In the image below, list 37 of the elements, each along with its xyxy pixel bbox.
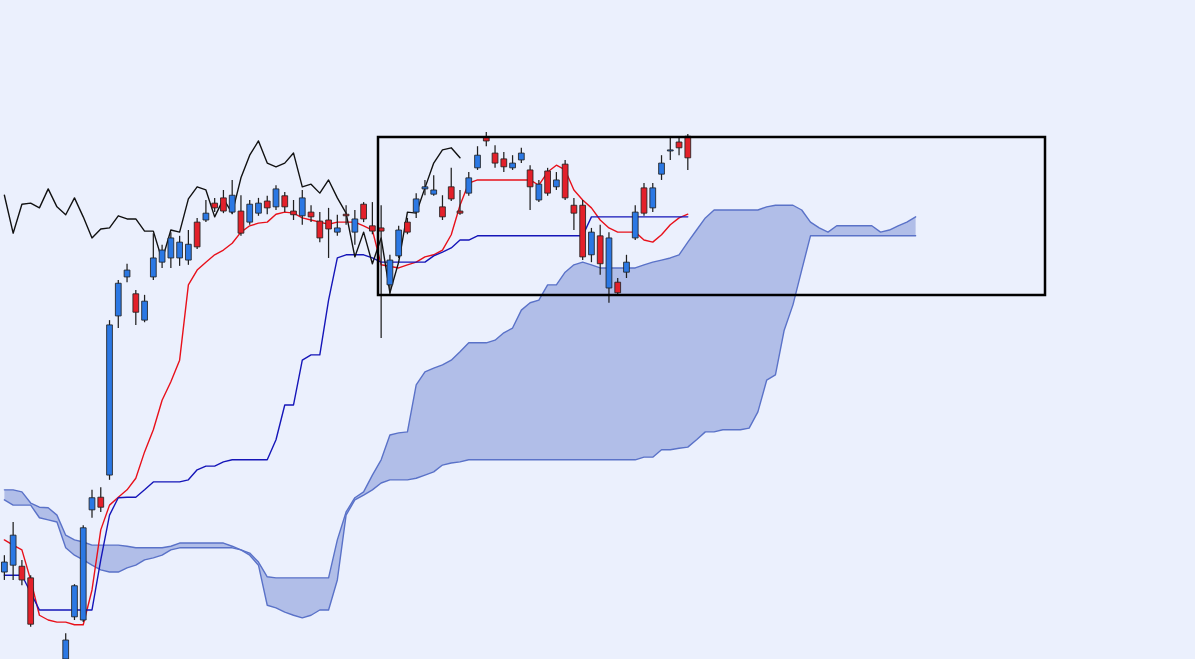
- candlestick: [316, 211, 324, 243]
- candlestick: [465, 171, 473, 197]
- candlestick: [421, 179, 429, 196]
- candlestick: [447, 167, 455, 202]
- candlestick: [18, 559, 26, 586]
- candlestick: [342, 204, 350, 226]
- candlestick: [430, 174, 438, 197]
- candlestick: [1, 554, 8, 581]
- candlestick: [658, 154, 665, 181]
- candlestick: [439, 194, 446, 221]
- candlestick: [666, 136, 674, 161]
- candlestick: [123, 263, 131, 283]
- candlestick: [588, 227, 595, 263]
- candlestick: [290, 199, 297, 221]
- candlestick: [141, 294, 148, 323]
- candlestick: [176, 235, 183, 267]
- candlestick: [220, 189, 227, 214]
- candlestick: [369, 201, 376, 235]
- candlestick: [132, 289, 140, 326]
- candlestick: [298, 189, 306, 226]
- candlestick: [307, 204, 315, 223]
- candlestick: [325, 207, 332, 259]
- candlestick: [360, 201, 367, 223]
- candlestick: [150, 232, 157, 281]
- candlestick: [246, 199, 254, 226]
- candlestick: [623, 254, 630, 279]
- candlestick: [456, 189, 464, 216]
- candlestick: [377, 204, 385, 339]
- candlestick: [351, 209, 359, 246]
- candlestick: [62, 632, 70, 659]
- candlestick: [412, 192, 420, 219]
- candlestick: [474, 145, 481, 171]
- candlestick: [570, 197, 578, 231]
- candlestick: [202, 199, 210, 223]
- candlestick: [544, 167, 551, 197]
- candlestick: [185, 229, 192, 266]
- candlestick: [334, 214, 341, 237]
